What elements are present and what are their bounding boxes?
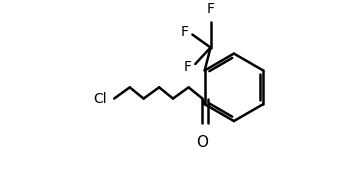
Text: F: F — [206, 2, 214, 16]
Text: Cl: Cl — [93, 91, 107, 106]
Text: F: F — [184, 60, 192, 74]
Text: F: F — [181, 25, 189, 39]
Text: O: O — [197, 135, 209, 150]
